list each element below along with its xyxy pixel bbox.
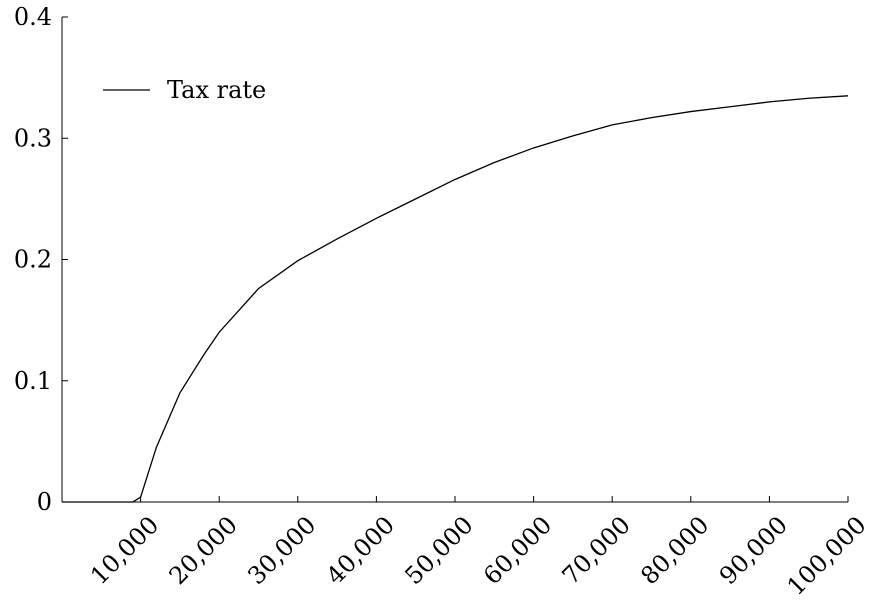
y-tick-label: 0.4 [14,3,52,31]
y-tick-label: 0.3 [14,124,52,152]
legend-label: Tax rate [167,76,266,104]
x-tick-label: 10,000 [85,511,164,590]
series-line-0 [62,95,849,503]
legend: Tax rate [103,76,266,104]
axis-ticks: 0 0.1 0.2 0.3 0.4 10,000 20,000 30,000 40,000 50,… [14,3,872,601]
x-tick-label: 80,000 [635,511,714,590]
x-tick-label: 90,000 [714,511,793,590]
y-tick-label: 0.1 [14,367,52,395]
x-tick-label: 20,000 [164,511,243,590]
x-tick-label: 60,000 [478,511,557,590]
y-tick-label: 0.2 [14,246,52,274]
x-tick-label: 70,000 [557,511,636,590]
series-lines [62,95,849,503]
x-tick-label: 50,000 [399,511,478,590]
x-tick-label: 30,000 [242,511,321,590]
x-tick-label: 100,000 [782,511,872,601]
x-tick-label: 40,000 [321,511,400,590]
y-tick-label: 0 [37,488,52,516]
